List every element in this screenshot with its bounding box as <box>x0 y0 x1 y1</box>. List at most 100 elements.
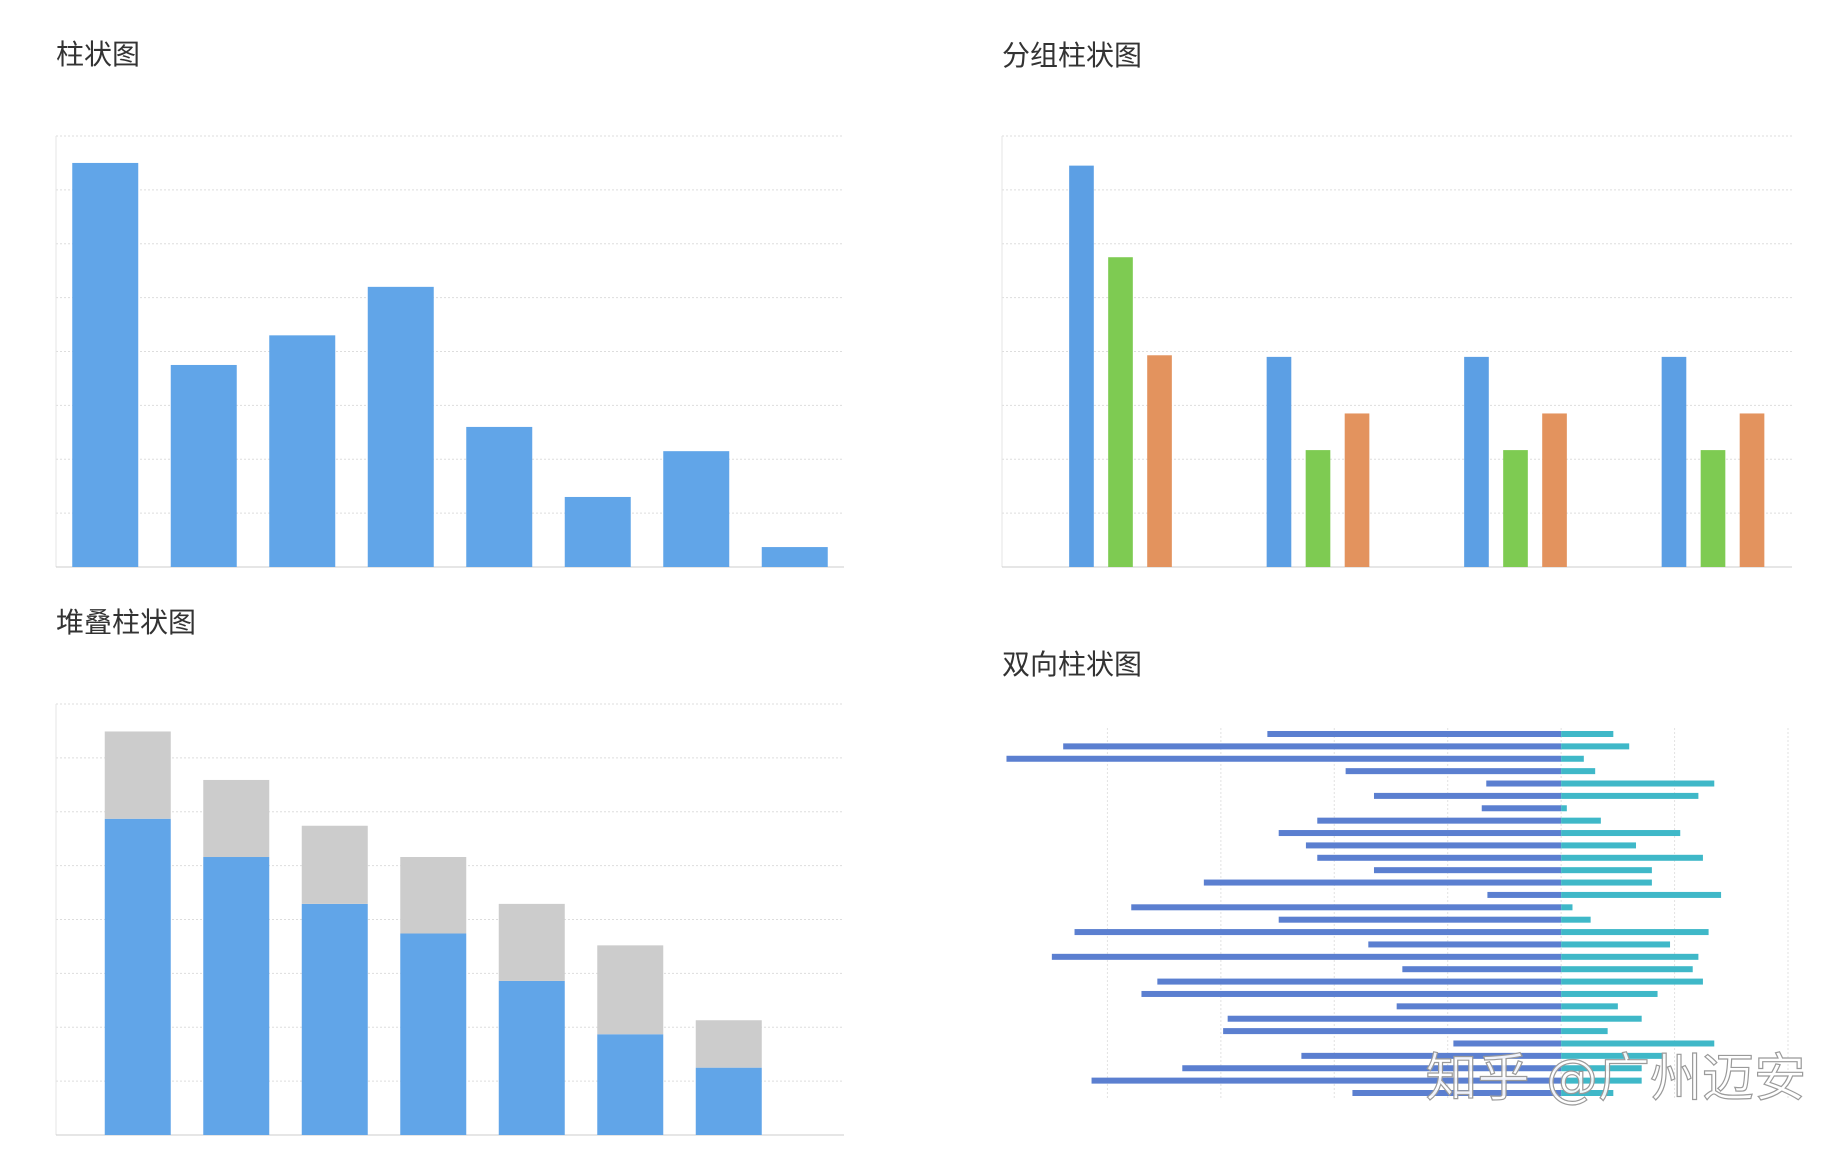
bar-segment <box>203 857 270 1135</box>
bar <box>1561 780 1715 787</box>
bar <box>1487 891 1562 898</box>
bar <box>1561 817 1601 824</box>
bar-segment <box>498 903 565 981</box>
chart-title: 柱状图 <box>56 38 140 71</box>
bar <box>1561 854 1703 861</box>
bar <box>1561 1077 1642 1084</box>
bar-segment <box>104 818 171 1135</box>
bar <box>1739 413 1765 567</box>
bar <box>1373 792 1562 799</box>
bar <box>1481 805 1562 812</box>
bar <box>1305 842 1562 849</box>
bar <box>1561 990 1658 997</box>
bar <box>1464 356 1489 567</box>
bar <box>1131 904 1562 911</box>
bar <box>1227 1015 1562 1022</box>
bar <box>1561 805 1567 812</box>
watermark: 知乎 @广州迈安 <box>1425 1049 1806 1109</box>
bar <box>1561 792 1699 799</box>
bar <box>1182 1065 1562 1072</box>
bar <box>170 364 237 567</box>
bar <box>1542 413 1567 567</box>
bar <box>1561 978 1703 985</box>
bar <box>1561 1015 1642 1022</box>
chart-title: 分组柱状图 <box>1002 39 1142 72</box>
bar <box>1368 941 1562 948</box>
bar <box>1091 1077 1562 1084</box>
bar <box>1317 854 1562 861</box>
bar <box>1561 1028 1608 1035</box>
bar <box>1051 953 1562 960</box>
bar-segment <box>498 980 565 1135</box>
bar <box>1561 953 1699 960</box>
bar <box>1561 755 1584 762</box>
bar <box>1069 165 1094 567</box>
bar <box>1561 1040 1715 1047</box>
bar <box>1074 929 1562 936</box>
bar <box>1203 879 1562 886</box>
bar <box>1305 450 1331 567</box>
bar <box>269 335 336 567</box>
bar <box>1317 817 1562 824</box>
bar <box>1700 450 1726 567</box>
bar <box>1141 990 1562 997</box>
bar <box>1561 916 1591 923</box>
bar <box>1147 355 1172 567</box>
bar-segment <box>400 933 467 1135</box>
chart-title: 堆叠柱状图 <box>56 606 196 639</box>
bar <box>1157 978 1562 985</box>
bar-segment <box>695 1067 762 1135</box>
bar-segment <box>400 857 467 934</box>
bar <box>1561 1090 1614 1096</box>
bar <box>1352 1090 1562 1096</box>
bar <box>1301 1052 1562 1059</box>
bar <box>1561 904 1573 911</box>
bar <box>1402 966 1562 973</box>
bar <box>1661 356 1687 567</box>
bar <box>72 162 139 567</box>
bar <box>1344 413 1370 567</box>
bar <box>1503 450 1528 567</box>
bar <box>1006 755 1562 762</box>
bar <box>1396 1003 1562 1010</box>
bar-segment <box>597 1034 664 1135</box>
bar <box>1561 891 1722 898</box>
bar <box>1561 1003 1618 1010</box>
bar <box>1561 768 1596 775</box>
bar <box>466 426 533 567</box>
bar-segment <box>301 903 368 1135</box>
bar <box>1223 1028 1562 1035</box>
bar-segment <box>104 731 171 819</box>
bar <box>1561 867 1652 874</box>
bar <box>663 451 730 567</box>
bar <box>1561 743 1630 750</box>
bar <box>761 547 828 567</box>
bar <box>1278 916 1562 923</box>
bar <box>1063 743 1562 750</box>
bar <box>1561 1065 1642 1072</box>
bar <box>1561 929 1709 936</box>
bar <box>1267 731 1562 737</box>
bar <box>1561 830 1681 837</box>
bar <box>367 286 434 567</box>
bar <box>1561 842 1637 849</box>
bar <box>1345 768 1562 775</box>
bar <box>1278 830 1562 837</box>
bar <box>1561 879 1652 886</box>
bar-segment <box>203 779 270 858</box>
chart-title: 双向柱状图 <box>1002 648 1142 681</box>
bar <box>1266 356 1292 567</box>
bar <box>1561 941 1671 948</box>
bar <box>1453 1040 1562 1047</box>
bar <box>1373 867 1562 874</box>
bar <box>1561 966 1693 973</box>
bar <box>1561 731 1614 737</box>
bar <box>564 496 631 567</box>
bar <box>1108 257 1133 567</box>
bar <box>1561 1052 1665 1059</box>
bar-segment <box>597 945 664 1035</box>
bar-segment <box>301 825 368 904</box>
bar-segment <box>695 1020 762 1068</box>
bar <box>1486 780 1562 787</box>
